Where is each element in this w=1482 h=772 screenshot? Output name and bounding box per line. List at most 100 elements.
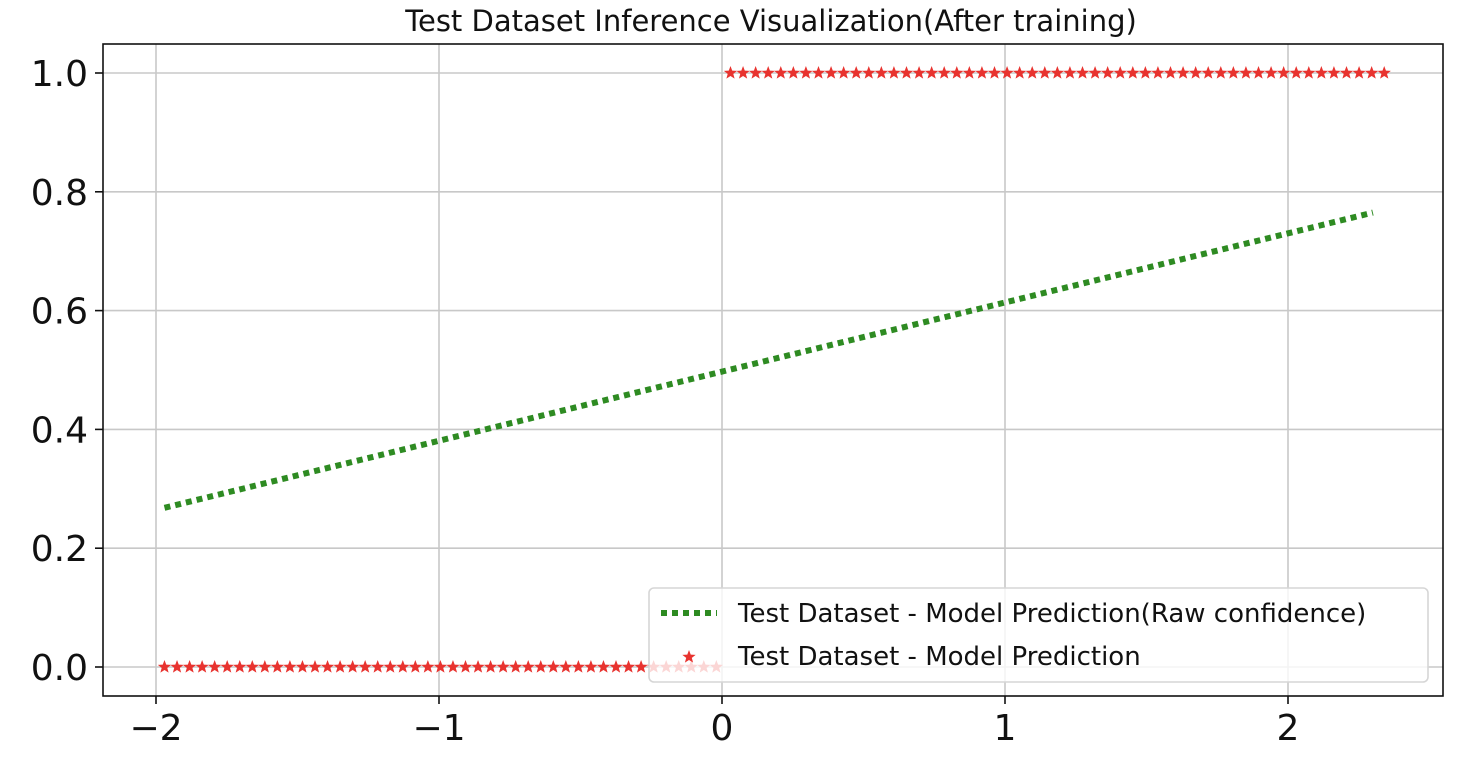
prediction-star-point: [509, 660, 523, 673]
prediction-star-point: [1302, 66, 1316, 79]
prediction-star-point: [887, 66, 901, 79]
prediction-star-point: [962, 66, 977, 79]
prediction-star-point: [371, 660, 385, 673]
prediction-star-point: [1151, 66, 1165, 79]
prediction-star-point: [1025, 66, 1039, 79]
prediction-star-point: [1276, 66, 1291, 79]
prediction-star-point: [1251, 66, 1266, 79]
prediction-star-point: [1038, 66, 1052, 79]
prediction-star-point: [458, 660, 473, 673]
legend-label-prediction: Test Dataset - Model Prediction: [737, 642, 1141, 672]
prediction-star-point: [408, 660, 422, 673]
prediction-star-point: [1063, 66, 1077, 79]
prediction-star-point: [333, 660, 347, 673]
x-tick-label: 2: [1277, 708, 1300, 749]
prediction-star-point: [621, 660, 636, 673]
legend-label-raw-confidence: Test Dataset - Model Prediction(Raw conf…: [737, 599, 1366, 629]
prediction-star-point: [195, 660, 209, 673]
prediction-star-point: [761, 66, 775, 79]
prediction-star-point: [1289, 66, 1303, 79]
prediction-star-point: [1226, 66, 1241, 79]
prediction-star-point: [320, 660, 335, 673]
prediction-star-point: [1176, 66, 1190, 79]
y-tick-label: 0.6: [31, 292, 88, 333]
prediction-star-point: [799, 66, 813, 79]
prediction-star-point: [258, 660, 272, 673]
y-tick-label: 0.4: [31, 410, 88, 451]
prediction-star-point: [421, 660, 435, 673]
prediction-star-point: [1239, 66, 1253, 79]
prediction-star-point: [157, 660, 172, 673]
prediction-star-point: [634, 660, 648, 673]
prediction-star-point: [736, 66, 750, 79]
axis-ticks: −2 −1 0 1 2 0.0 0.2 0.4 0.6 0.8 1.0: [31, 54, 1300, 749]
prediction-star-point: [245, 660, 259, 673]
x-tick-label: −2: [129, 708, 182, 749]
prediction-star-point: [383, 660, 397, 673]
prediction-star-point: [609, 660, 623, 673]
prediction-star-point: [1352, 66, 1366, 79]
prediction-star-point: [396, 660, 410, 673]
prediction-star-point: [862, 66, 876, 79]
prediction-star-point: [849, 66, 863, 79]
prediction-star-point: [824, 66, 838, 79]
prediction-star-point: [1364, 66, 1379, 79]
y-tick-label: 0.8: [31, 173, 88, 214]
prediction-star-point: [1113, 66, 1127, 79]
plot-area: [157, 66, 1391, 673]
raw-confidence-line: [163, 209, 1374, 511]
legend: Test Dataset - Model Prediction(Raw conf…: [648, 587, 1429, 683]
prediction-star-point: [912, 66, 926, 79]
prediction-star-point: [723, 66, 738, 79]
prediction-star-point: [571, 660, 586, 673]
prediction-star-point: [1201, 66, 1215, 79]
y-tick-label: 1.0: [31, 54, 88, 95]
prediction-star-point: [1000, 66, 1014, 79]
prediction-star-point: [283, 660, 297, 673]
prediction-star-point: [220, 660, 234, 673]
chart-title: Test Dataset Inference Visualization(Aft…: [404, 4, 1137, 38]
prediction-star-point: [1339, 66, 1354, 79]
prediction-star-point: [1126, 66, 1140, 79]
prediction-star-point: [358, 660, 372, 673]
prediction-star-point: [786, 66, 801, 79]
prediction-star-point: [1100, 66, 1115, 79]
y-tick-label: 0.0: [31, 648, 88, 689]
prediction-star-point: [1188, 66, 1203, 79]
prediction-star-point: [975, 66, 989, 79]
prediction-star-point: [270, 660, 285, 673]
y-tick-label: 0.2: [31, 529, 88, 570]
prediction-star-point: [836, 66, 851, 79]
prediction-star-point: [937, 66, 951, 79]
prediction-star-point: [1088, 66, 1102, 79]
prediction-star-point: [345, 660, 360, 673]
prediction-star-point: [1377, 66, 1391, 79]
prediction-star-point: [546, 660, 560, 673]
prediction-star-point: [924, 66, 939, 79]
prediction-star-point: [987, 66, 1002, 79]
legend-star-swatch: [682, 650, 696, 663]
x-tick-label: −1: [412, 708, 465, 749]
prediction-star-point: [308, 660, 322, 673]
prediction-star-point: [295, 660, 310, 673]
prediction-star-point: [433, 660, 448, 673]
prediction-star-point: [874, 66, 889, 79]
x-tick-label: 1: [994, 708, 1017, 749]
axes-frame: [102, 43, 1444, 697]
prediction-star-point: [1050, 66, 1065, 79]
prediction-star-point: [1163, 66, 1178, 79]
prediction-star-point: [182, 660, 197, 673]
prediction-star-point: [1012, 66, 1027, 79]
prediction-star-point: [170, 660, 184, 673]
prediction-star-point: [471, 660, 485, 673]
prediction-star-point: [446, 660, 460, 673]
prediction-star-point: [1075, 66, 1090, 79]
prediction-star-point: [521, 660, 535, 673]
prediction-star-point: [584, 660, 598, 673]
prediction-star-point: [811, 66, 826, 79]
prediction-star-point: [774, 66, 788, 79]
prediction-star-point: [950, 66, 964, 79]
legend-box: [648, 587, 1429, 683]
prediction-star-point: [559, 660, 573, 673]
